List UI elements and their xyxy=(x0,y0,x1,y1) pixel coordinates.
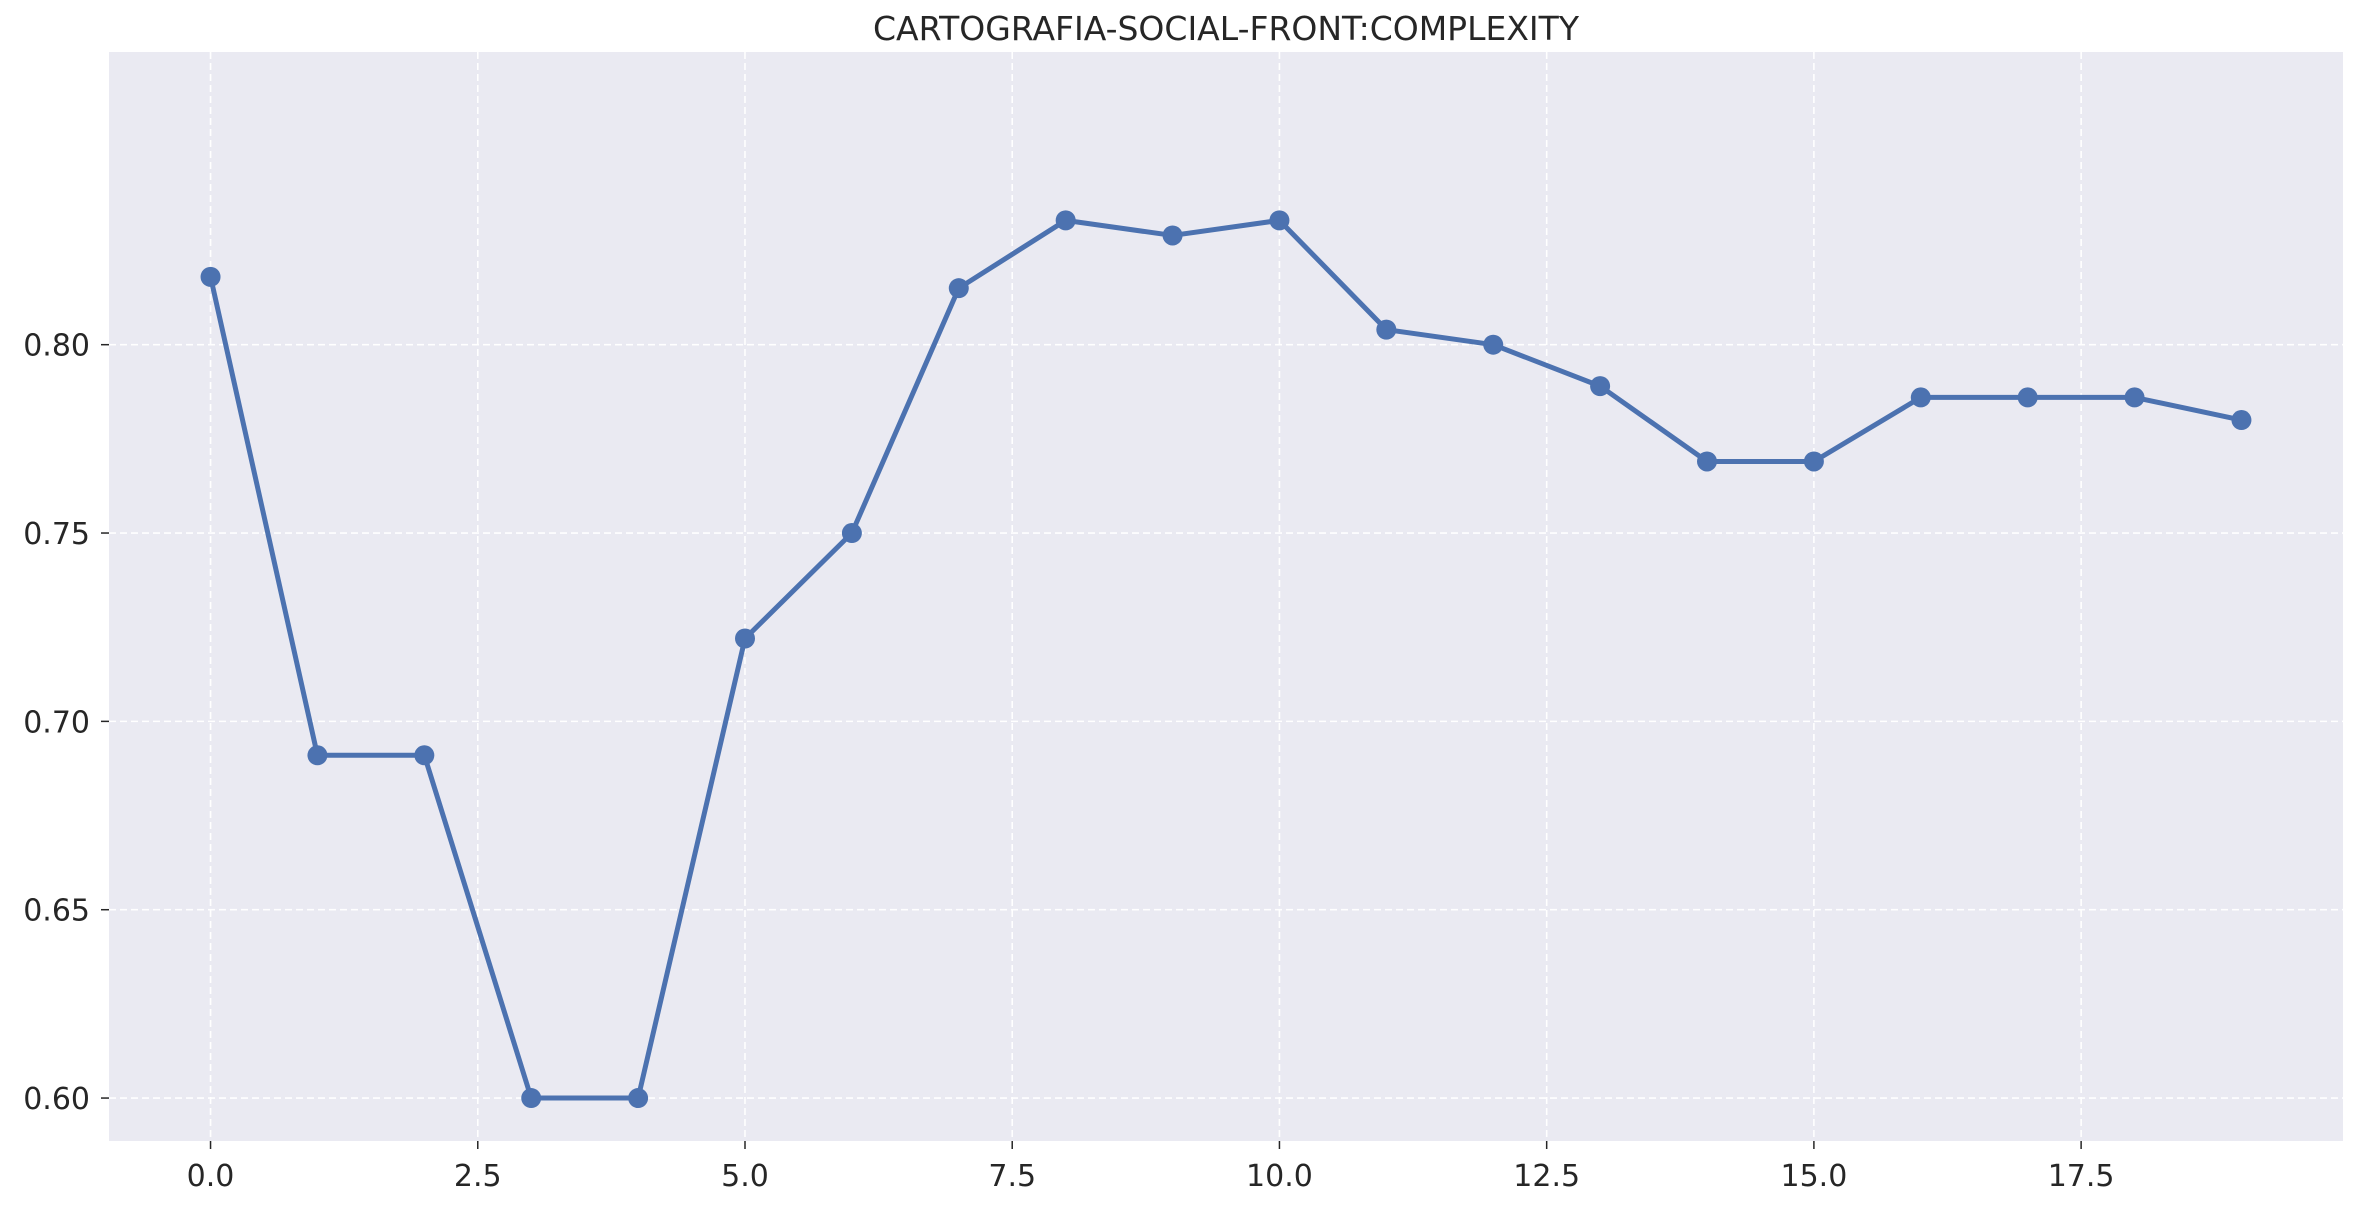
y-tick-label: 0.80 xyxy=(23,329,90,364)
x-tick-label: 7.5 xyxy=(988,1159,1036,1194)
grid-lines xyxy=(109,52,2343,1141)
plot-area xyxy=(109,52,2343,1141)
y-tick-label: 0.70 xyxy=(23,705,90,740)
axes: 0.0 2.5 5.0 7.5 10.0 12.5 15.0 17.5 0.60 0.65 0.70… xyxy=(23,329,2114,1194)
x-tick-label: 12.5 xyxy=(1513,1159,1580,1194)
data-point xyxy=(307,745,328,766)
x-tick-label: 10.0 xyxy=(1246,1159,1313,1194)
data-point xyxy=(1910,387,1931,408)
series-line xyxy=(208,217,2244,1101)
y-tick-label: 0.65 xyxy=(23,894,90,929)
x-tick-label: 2.5 xyxy=(454,1159,502,1194)
x-tick-label: 17.5 xyxy=(2048,1159,2115,1194)
x-tick-label: 15.0 xyxy=(1780,1159,1847,1194)
data-point xyxy=(414,745,435,766)
data-point xyxy=(1483,334,1504,355)
data-point xyxy=(2124,387,2145,408)
data-point xyxy=(1376,319,1397,340)
data-point xyxy=(1590,376,1611,397)
y-tick-label: 0.60 xyxy=(23,1082,90,1117)
series-layer xyxy=(200,210,2252,1109)
data-point xyxy=(521,1088,542,1109)
data-point xyxy=(1803,451,1824,472)
x-tick-label: 5.0 xyxy=(721,1159,769,1194)
data-point xyxy=(2017,387,2038,408)
data-point xyxy=(735,628,755,649)
data-point xyxy=(948,278,969,299)
data-point xyxy=(1162,225,1183,246)
data-point xyxy=(200,266,221,287)
data-point xyxy=(841,523,862,544)
data-point xyxy=(2231,410,2252,431)
chart-title: CARTOGRAFIA-SOCIAL-FRONT:COMPLEXITY xyxy=(873,9,1580,48)
data-point xyxy=(1055,210,1076,231)
y-tick-label: 0.75 xyxy=(23,517,90,552)
x-tick-label: 0.0 xyxy=(187,1159,235,1194)
data-point xyxy=(1697,451,1717,472)
data-point xyxy=(628,1088,649,1109)
data-point xyxy=(1269,210,1290,231)
